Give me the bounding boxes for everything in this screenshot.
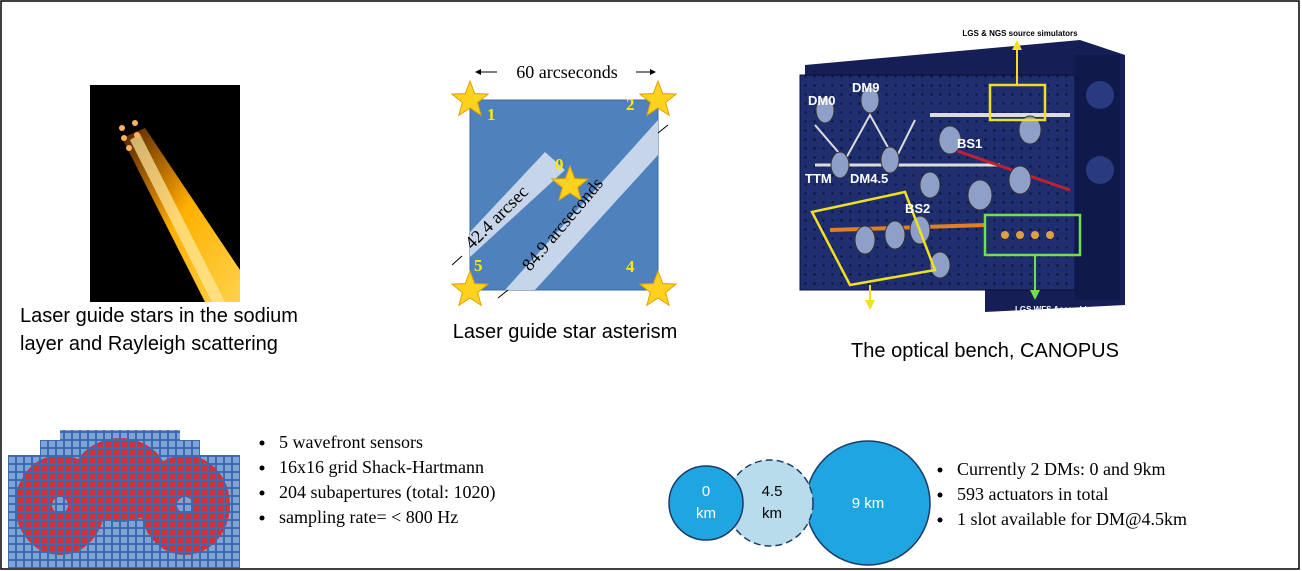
bullet-dot (259, 465, 265, 471)
bench-label: (input) (1128, 83, 1153, 92)
star (450, 269, 490, 307)
bullet-dot (937, 492, 943, 498)
width-label: 60 arcseconds (516, 62, 617, 82)
star (638, 269, 678, 307)
caption: The optical bench, CANOPUS (851, 340, 1119, 362)
bench-label: Flamingos 2 (1128, 180, 1175, 189)
wfs-grid (8, 430, 240, 568)
laser-image (90, 85, 240, 302)
bullet-text: 1 slot available for DM@4.5km (957, 509, 1187, 529)
bench-label: F/16 from (1128, 61, 1164, 70)
bench-label: DM4.5 (850, 171, 888, 186)
bullet-text: Currently 2 DMs: 0 and 9km (957, 459, 1166, 479)
bench-label: DM0 (808, 93, 835, 108)
star-label: 1 (487, 105, 496, 124)
bench-label: GSAOI or (1128, 169, 1164, 178)
caption: Laser guide star asterism (453, 321, 678, 343)
asterism (450, 69, 678, 307)
star-label: 0 (555, 155, 564, 174)
bullet-dot (259, 440, 265, 446)
star (450, 79, 490, 117)
bench-label: (output) (1128, 191, 1159, 200)
bench-label: TTM (805, 171, 832, 186)
bullet-text: 204 subapertures (total: 1020) (279, 482, 495, 503)
caption: layer and Rayleigh scattering (20, 333, 278, 355)
star (550, 164, 590, 202)
bench-label: DM9 (852, 80, 879, 95)
bullet-text: sampling rate= < 800 Hz (279, 507, 458, 527)
star-label: 2 (626, 95, 635, 114)
star (638, 79, 678, 117)
bullet-dot (259, 515, 265, 521)
bench-label: LGS & NGS source simulators (962, 29, 1078, 38)
bench-label: BS1 (957, 136, 982, 151)
caption: Laser guide stars in the sodium (20, 305, 298, 327)
bullet-text: 593 actuators in total (957, 484, 1108, 504)
bullet-dot (937, 467, 943, 473)
star-label: 4 (626, 257, 635, 276)
bullet-dot (937, 517, 943, 523)
bench-label: NGS WFS Assembly (840, 315, 918, 324)
dm-label: 9 km (852, 495, 885, 512)
bench-label: BS2 (905, 201, 930, 216)
bench-label: LGS WFS Assembly (1015, 305, 1092, 314)
bullet-text: 5 wavefront sensors (279, 432, 423, 452)
dm-label: km (696, 505, 716, 522)
dm-label: km (762, 505, 782, 522)
bench-image (799, 40, 1125, 312)
star-label: 5 (474, 256, 483, 275)
bench-label: F/3.2 to (1128, 158, 1156, 167)
bench-label: telescope (1128, 72, 1165, 81)
dm-label: 0 (702, 483, 710, 500)
dm-circles (668, 440, 931, 566)
bullet-text: 16x16 grid Shack-Hartmann (279, 457, 484, 477)
dm-label: 4.5 (762, 483, 783, 500)
bullet-dot (259, 490, 265, 496)
